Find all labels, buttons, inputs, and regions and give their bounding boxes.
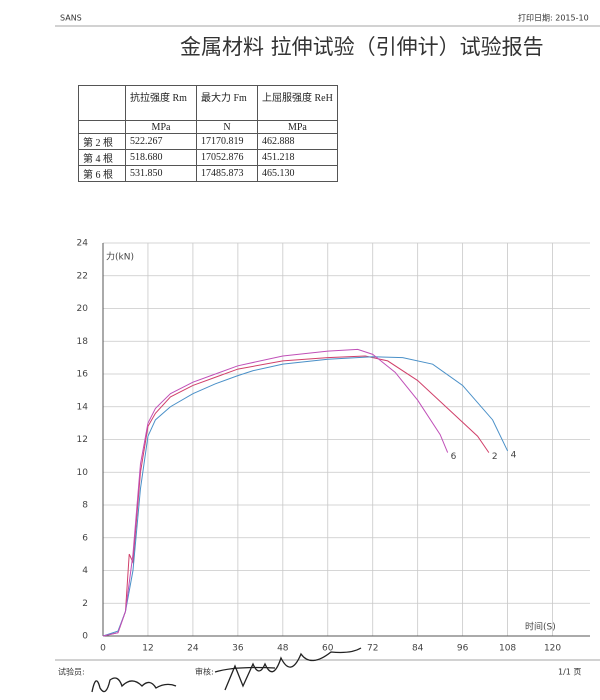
value-cell: 17485.873: [196, 165, 258, 182]
table-row: 抗拉强度 Rm 最大力 Fm 上屈服强度 ReH: [78, 85, 338, 121]
unit-cell: N: [196, 120, 258, 134]
value-cell: 17052.876: [196, 149, 258, 166]
data-line: [102, 355, 490, 637]
x-tick-label: 120: [544, 644, 561, 654]
value-cell: 465.130: [257, 165, 338, 182]
y-tick-label: 14: [77, 402, 89, 412]
table-row: MPa N MPa: [78, 120, 338, 134]
x-tick-label: 24: [187, 644, 199, 654]
x-tick-label: 48: [277, 644, 289, 654]
x-tick-label: 84: [412, 644, 424, 654]
x-tick-label: 72: [367, 644, 378, 654]
value-cell: 518.680: [125, 149, 197, 166]
data-line: [102, 348, 449, 637]
header-left: SANS: [60, 14, 82, 23]
column-header: 抗拉强度 Rm: [125, 85, 197, 121]
report-title: 金属材料 拉伸试验（引伸计）试验报告: [180, 35, 544, 59]
value-cell: 451.218: [257, 149, 338, 166]
value-cell: 531.850: [125, 165, 197, 182]
x-tick-label: 60: [322, 644, 334, 654]
reviewer-label: 审核:: [195, 667, 214, 677]
row-label: 第 2 根: [78, 133, 126, 150]
y-tick-label: 2: [82, 599, 88, 609]
result-table: 抗拉强度 Rm 最大力 Fm 上屈服强度 ReH MPa N MPa 第 2 根 522.26…: [78, 85, 338, 182]
y-tick-label: 22: [77, 271, 88, 281]
header-right: 打印日期: 2015-10: [518, 13, 589, 23]
x-tick-label: 96: [457, 644, 469, 654]
value-cell: 462.888: [257, 133, 338, 150]
y-tick-label: 10: [77, 468, 89, 478]
signature: [214, 647, 362, 691]
y-tick-label: 16: [77, 370, 89, 380]
corner-cell: [78, 85, 126, 121]
x-tick-label: 12: [142, 644, 153, 654]
page-number: 1/1 页: [558, 668, 581, 677]
y-tick-label: 20: [77, 304, 89, 314]
series-label: 6: [451, 452, 457, 462]
y-tick-label: 24: [77, 239, 89, 249]
column-header: 最大力 Fm: [196, 85, 258, 121]
x-axis-label: 时间(S): [525, 621, 556, 633]
signature: [91, 677, 177, 693]
row-label: 第 4 根: [78, 149, 126, 166]
unit-cell: MPa: [257, 120, 338, 134]
table-row: 第 2 根 522.267 17170.819 462.888: [78, 133, 338, 150]
data-line: [102, 356, 509, 637]
value-cell: 522.267: [125, 133, 197, 150]
y-tick-label: 18: [77, 337, 89, 347]
x-tick-label: 108: [499, 644, 516, 654]
table-row: 第 6 根 531.850 17485.873 465.130: [78, 165, 338, 182]
tester-label: 试验员:: [58, 667, 85, 677]
unit-cell: MPa: [125, 120, 197, 134]
value-cell: 17170.819: [196, 133, 258, 150]
row-label: 第 6 根: [78, 165, 126, 182]
x-tick-label: 36: [232, 644, 244, 654]
series-label: 4: [511, 450, 517, 460]
y-tick-label: 4: [82, 566, 88, 576]
y-tick-label: 8: [82, 501, 88, 511]
x-tick-label: 0: [100, 644, 106, 654]
y-axis-label: 力(kN): [106, 251, 134, 263]
y-tick-label: 6: [82, 533, 88, 543]
series-label: 2: [492, 452, 498, 462]
table-row: 第 4 根 518.680 17052.876 451.218: [78, 149, 338, 166]
y-tick-label: 0: [82, 632, 88, 642]
column-header: 上屈服强度 ReH: [257, 85, 338, 121]
corner-cell: [78, 120, 126, 134]
y-tick-label: 12: [77, 435, 88, 445]
